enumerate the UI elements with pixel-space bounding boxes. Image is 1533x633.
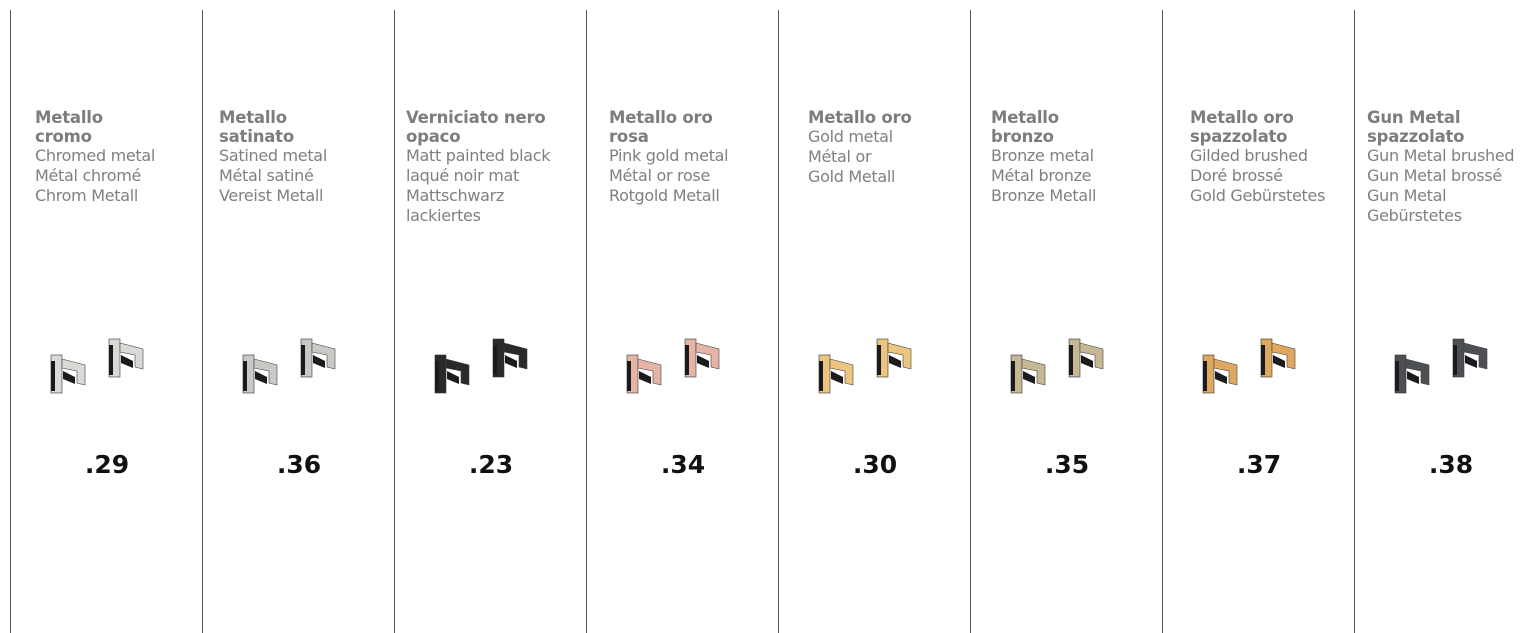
title-line: Metallo oro [609,108,713,127]
finish-column: Metallo oro spazzolato Gilded brushed Doré … [1162,10,1354,633]
hook-image [626,338,720,394]
hook [1010,354,1046,394]
hook [492,338,528,378]
finish-description: Gold metal Métal or Gold Metall [808,127,912,187]
hook [876,338,912,378]
description-line: Gun Metal brossé [1367,166,1502,185]
finish-code: .23 [468,450,514,479]
hook [684,338,720,378]
finish-description: Chromed metal Métal chromé Chrom Metall [35,146,155,206]
finish-code: .38 [1428,450,1474,479]
finish-column: Metallo oro Gold metal Métal or Gold Metall… [778,10,970,633]
description-line: Bronze metal [991,146,1094,165]
hook [108,338,144,378]
finish-column: Metallo cromo Chromed metal Métal chromé Chr… [10,10,202,633]
description-line: lackiertes [406,206,481,225]
description-line: Mattschwarz [406,186,504,205]
finish-description: Bronze metal Métal bronze Bronze Metall [991,146,1096,206]
description-line: Métal chromé [35,166,142,185]
finish-code: .37 [1236,450,1282,479]
hook [434,354,470,394]
description-line: Gebürstetes [1367,206,1462,225]
finish-title: Verniciato nero opaco Matt painted black la… [406,108,551,226]
hook-image [434,338,528,394]
description-line: Métal bronze [991,166,1092,185]
title-line: Verniciato nero [406,108,546,127]
description-line: Vereist Metall [219,186,324,205]
finish-title: Metallo oro spazzolato Gilded brushed Doré … [1190,108,1325,206]
description-line: Chromed metal [35,146,156,165]
hook [1394,354,1430,394]
description-line: Matt painted black [406,146,551,165]
title-line: cromo [35,127,92,146]
title-line: Metallo oro [808,108,912,127]
hook [300,338,336,378]
description-line: Bronze Metall [991,186,1097,205]
description-line: Chrom Metall [35,186,139,205]
description-line: Gilded brushed [1190,146,1308,165]
finish-code: .34 [660,450,706,479]
hook [242,354,278,394]
hook [1202,354,1238,394]
hook-image [1202,338,1296,394]
finish-column: Verniciato nero opaco Matt painted black la… [394,10,586,633]
finish-title: Metallo cromo Chromed metal Métal chromé Chr… [35,108,155,206]
finish-description: Gilded brushed Doré brossé Gold Gebürstete… [1190,146,1325,206]
finish-description: Pink gold metal Métal or rose Rotgold Meta… [609,146,729,206]
description-line: Satined metal [219,146,327,165]
finish-column: Metallo oro rosa Pink gold metal Métal or r… [586,10,778,633]
title-line: Metallo [35,108,103,127]
hook [50,354,86,394]
finish-code: .30 [852,450,898,479]
finish-code: .29 [84,450,130,479]
hook [818,354,854,394]
hook [1452,338,1488,378]
finish-column: Gun Metal spazzolato Gun Metal brushed Gun … [1354,10,1533,633]
hook [1260,338,1296,378]
hook-image [50,338,144,394]
description-line: Gold Metall [808,167,896,186]
finish-title: Metallo oro rosa Pink gold metal Métal or r… [609,108,729,206]
description-line: Métal or [808,147,872,166]
hook [626,354,662,394]
finish-title: Metallo bronzo Bronze metal Métal bronze Bro… [991,108,1096,206]
hook-image [818,338,912,394]
description-line: Doré brossé [1190,166,1283,185]
finish-code: .35 [1044,450,1090,479]
finish-title: Metallo satinato Satined metal Métal satiné… [219,108,327,206]
description-line: Pink gold metal [609,146,729,165]
finish-description: Matt painted black laqué noir mat Mattschw… [406,146,551,226]
hook [1068,338,1104,378]
finish-code: .36 [276,450,322,479]
description-line: Gold Gebürstetes [1190,186,1326,205]
title-line: opaco [406,127,461,146]
description-line: Gun Metal brushed [1367,146,1515,165]
description-line: Gold metal [808,127,893,146]
hook-image [242,338,336,394]
finish-column: Metallo satinato Satined metal Métal satiné… [202,10,394,633]
title-line: bronzo [991,127,1054,146]
hook-image [1010,338,1104,394]
description-line: Gun Metal [1367,186,1447,205]
description-line: Métal or rose [609,166,711,185]
title-line: satinato [219,127,295,146]
title-line: Gun Metal [1367,108,1461,127]
finish-column: Metallo bronzo Bronze metal Métal bronze Bro… [970,10,1162,633]
finish-title: Metallo oro Gold metal Métal or Gold Metall [808,108,912,187]
title-line: Metallo [991,108,1059,127]
title-line: Metallo [219,108,287,127]
description-line: Métal satiné [219,166,314,185]
title-line: Metallo oro [1190,108,1294,127]
finish-description: Satined metal Métal satiné Vereist Metall [219,146,327,206]
finish-description: Gun Metal brushed Gun Metal brossé Gun Met… [1367,146,1515,226]
hook-image [1394,338,1488,394]
title-line: rosa [609,127,649,146]
title-line: spazzolato [1190,127,1288,146]
title-line: spazzolato [1367,127,1465,146]
description-line: Rotgold Metall [609,186,720,205]
description-line: laqué noir mat [406,166,519,185]
finish-title: Gun Metal spazzolato Gun Metal brushed Gun … [1367,108,1515,226]
